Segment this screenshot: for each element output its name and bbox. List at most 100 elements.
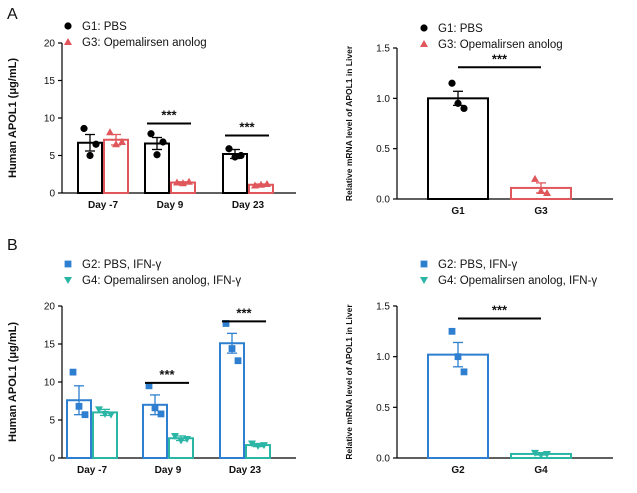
bar xyxy=(427,353,489,460)
data-point xyxy=(106,128,114,136)
data-point xyxy=(159,138,167,146)
x-tick-label: Day -7 xyxy=(77,465,107,476)
data-point xyxy=(80,124,88,133)
y-tick-label: 15 xyxy=(44,340,56,351)
data-point xyxy=(185,177,193,185)
legend-entry: G2: PBS, IFN-γ xyxy=(82,259,161,271)
y-axis-label: Relative mRNA level of APOL1 in Liver xyxy=(344,45,354,201)
data-point xyxy=(531,174,539,182)
data-point xyxy=(81,411,89,419)
data-point xyxy=(173,178,181,186)
y-tick-label: 10 xyxy=(44,114,56,125)
data-point xyxy=(92,140,100,148)
data-point xyxy=(251,181,259,189)
legend-marker xyxy=(420,40,428,47)
y-tick-label: 0.0 xyxy=(376,195,390,206)
data-point xyxy=(75,402,83,410)
legend-entry: G2: PBS, IFN-γ xyxy=(438,259,517,271)
data-point xyxy=(448,327,456,335)
panel-label-b: B xyxy=(7,237,18,254)
y-axis-label: Human APOL1 (μg/mL) xyxy=(7,58,19,178)
x-tick-label: G3 xyxy=(534,206,548,217)
data-point xyxy=(263,180,271,187)
x-tick-label: Day 23 xyxy=(229,465,262,476)
legend-marker xyxy=(64,38,72,45)
data-point xyxy=(254,442,262,450)
x-tick-label: Day 9 xyxy=(157,200,184,211)
y-tick-label: 0.5 xyxy=(376,144,390,155)
data-point xyxy=(145,382,153,390)
data-point xyxy=(147,130,155,138)
data-point xyxy=(107,411,115,419)
data-point xyxy=(257,180,265,188)
legend-entry: G4: Opemalirsen anolog, IFN-γ xyxy=(82,275,241,287)
bar xyxy=(427,97,489,200)
data-point xyxy=(237,151,245,160)
data-point xyxy=(234,357,242,365)
legend-entry: G1: PBS xyxy=(438,23,483,35)
data-point xyxy=(118,138,126,145)
y-tick-label: 1.0 xyxy=(376,94,390,105)
data-point xyxy=(228,345,236,352)
y-tick-label: 10 xyxy=(44,378,56,389)
x-tick-label: Day 9 xyxy=(155,465,182,476)
y-tick-label: 0 xyxy=(49,189,55,200)
significance-label: *** xyxy=(161,108,177,123)
data-point xyxy=(543,188,551,196)
data-point xyxy=(222,320,230,327)
legend-marker xyxy=(420,277,428,284)
legend-marker xyxy=(64,277,72,284)
y-axis-label: Human APOL1 (μg/mL) xyxy=(7,322,19,442)
data-point xyxy=(177,437,185,445)
data-point xyxy=(86,151,94,160)
y-tick-label: 5 xyxy=(49,151,55,162)
data-point xyxy=(537,186,545,194)
y-axis-label: Relative mRNA level of APOL1 in Liver xyxy=(344,304,354,460)
data-point xyxy=(454,353,462,361)
data-point xyxy=(179,179,187,187)
x-tick-label: G4 xyxy=(534,465,548,476)
data-point xyxy=(260,442,268,450)
y-tick-label: 1.5 xyxy=(376,302,390,313)
bar xyxy=(144,142,170,194)
bar xyxy=(103,138,129,194)
data-point xyxy=(153,151,161,159)
significance-label: *** xyxy=(492,51,508,66)
legend-entry: G4: Opemalirsen anolog, IFN-γ xyxy=(438,275,597,287)
legend-marker xyxy=(420,260,428,268)
x-tick-label: G1 xyxy=(451,206,465,217)
data-point xyxy=(537,451,545,459)
data-point xyxy=(460,104,468,112)
data-point xyxy=(543,450,551,458)
legend-entry: G3: Opemalirsen anolog xyxy=(438,39,563,51)
chart-b-right: 0.0 0.5 1.0 1.5 Relative mRNA level of APOL1… xyxy=(344,259,613,476)
data-point xyxy=(95,406,103,414)
x-tick-label: Day -7 xyxy=(88,200,118,211)
chart-b-left: 0 5 10 15 20 Human APOL1 (μg/mL) G2: PBS, IFN-… xyxy=(7,259,296,476)
y-tick-label: 20 xyxy=(44,39,56,50)
legend-marker xyxy=(64,260,72,268)
y-tick-label: 1.5 xyxy=(376,44,390,55)
y-tick-label: 1.0 xyxy=(376,352,390,363)
significance-label: *** xyxy=(239,120,255,135)
y-tick-label: 5 xyxy=(49,416,55,427)
y-tick-label: 20 xyxy=(44,302,56,313)
y-tick-label: 0.0 xyxy=(376,454,390,465)
data-point xyxy=(183,436,191,443)
significance-label: *** xyxy=(492,302,508,317)
legend-marker xyxy=(420,24,428,32)
data-point xyxy=(69,368,77,376)
y-tick-label: 0.5 xyxy=(376,403,390,414)
data-point xyxy=(231,153,239,161)
data-point xyxy=(171,432,179,440)
panel-label-a: A xyxy=(7,6,18,23)
data-point xyxy=(112,140,120,148)
legend-entry: G1: PBS xyxy=(82,21,127,33)
chart-a-left: 0 5 10 15 20 Human APOL1 (μg/mL) G1: PBS G3: Op… xyxy=(7,21,296,211)
data-point xyxy=(248,440,256,448)
significance-label: *** xyxy=(236,305,252,320)
x-tick-label: G2 xyxy=(451,465,465,476)
bar xyxy=(92,411,118,459)
significance-label: *** xyxy=(159,367,175,382)
